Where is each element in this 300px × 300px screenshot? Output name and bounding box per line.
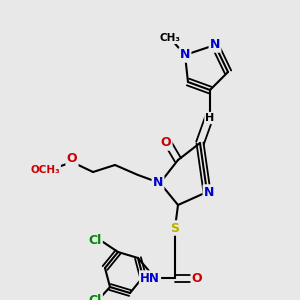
Text: O: O <box>192 272 202 284</box>
Text: OCH₃: OCH₃ <box>30 165 60 175</box>
Text: O: O <box>67 152 77 166</box>
Text: N: N <box>210 38 220 52</box>
Text: N: N <box>153 176 163 190</box>
Text: N: N <box>204 185 214 199</box>
Text: N: N <box>180 49 190 62</box>
Text: CH₃: CH₃ <box>160 33 181 43</box>
Text: HN: HN <box>140 272 160 284</box>
Text: Cl: Cl <box>88 233 102 247</box>
Text: Cl: Cl <box>88 293 102 300</box>
Text: O: O <box>161 136 171 149</box>
Text: H: H <box>206 113 214 123</box>
Text: S: S <box>170 221 179 235</box>
